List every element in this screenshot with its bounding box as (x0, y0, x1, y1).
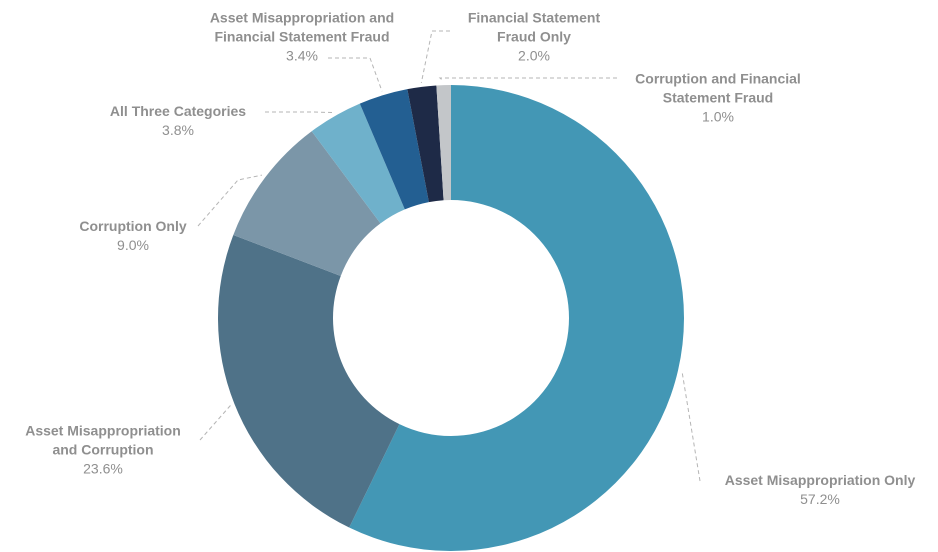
donut-slice (436, 85, 451, 201)
leader-line (438, 77, 617, 82)
value-label: 1.0% (702, 108, 734, 125)
category-label: Financial Statement Fraud Only (467, 9, 601, 45)
leader-line (265, 111, 333, 114)
leader-line (420, 30, 450, 83)
leader-line (199, 404, 232, 441)
leader-line (197, 174, 263, 227)
value-label: 3.4% (286, 47, 318, 64)
donut-slice (217, 234, 400, 528)
donut-slice (349, 85, 684, 551)
slice-label: Corruption Only 9.0% (33, 217, 233, 255)
donut-slice (407, 85, 444, 203)
slice-label: Corruption and Financial Statement Fraud… (621, 70, 816, 127)
category-label: Corruption and Financial Statement Fraud (635, 70, 801, 106)
donut-slice (233, 131, 381, 276)
value-label: 9.0% (117, 237, 149, 253)
category-label: Asset Misappropriation and Corruption (25, 422, 181, 458)
value-label: 57.2% (800, 491, 840, 507)
leader-line (328, 57, 383, 92)
slice-label: Asset Misappropriation and Corruption 23.… (13, 422, 193, 479)
category-label: Corruption Only (79, 218, 187, 234)
category-label: Asset Misappropriation Only (724, 472, 916, 488)
value-label: 23.6% (83, 460, 123, 477)
slice-label: Financial Statement Fraud Only 2.0% (457, 9, 612, 66)
category-label: All Three Categories (109, 103, 247, 119)
value-label: 2.0% (518, 47, 550, 64)
category-label: Asset Misappropriation and Financial Sta… (209, 9, 395, 45)
slice-label: All Three Categories 3.8% (78, 102, 278, 140)
slice-label: Asset Misappropriation and Financial Sta… (196, 9, 408, 66)
slice-label: Asset Misappropriation Only 57.2% (690, 471, 938, 509)
value-label: 3.8% (162, 122, 194, 138)
donut-slice (359, 89, 429, 210)
leader-line (681, 371, 701, 482)
donut-slice (311, 103, 405, 224)
